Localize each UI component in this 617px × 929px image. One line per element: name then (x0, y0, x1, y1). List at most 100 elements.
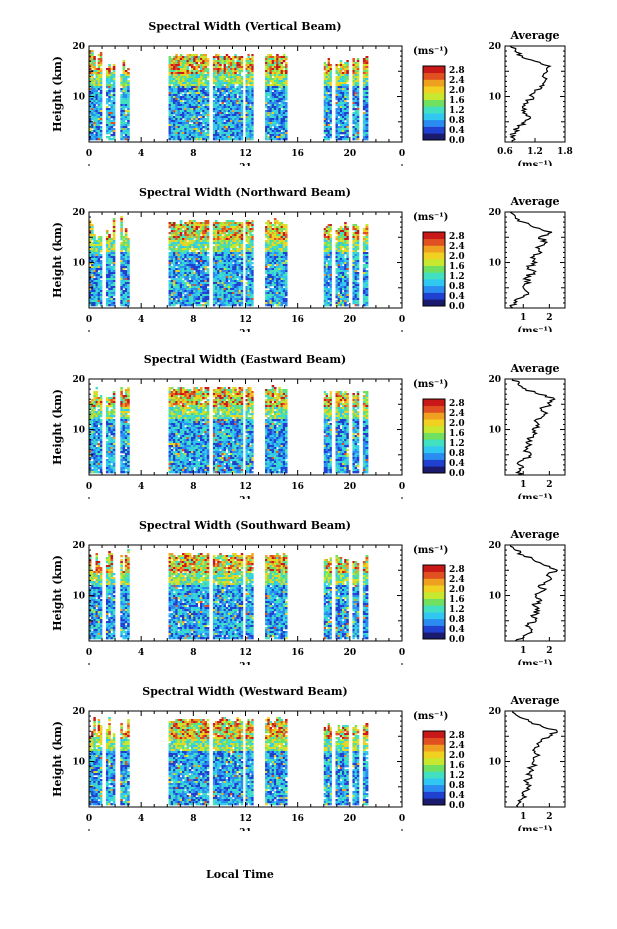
heatmap-cell (354, 68, 358, 71)
heatmap-cell (127, 82, 130, 85)
heatmap-cell (335, 90, 338, 93)
heatmap-cell (182, 90, 185, 93)
heatmap-cell (323, 116, 327, 119)
heatmap-cell (184, 128, 187, 131)
heatmap-cell (221, 110, 224, 113)
heatmap-cell (120, 226, 123, 229)
heatmap-cell (227, 266, 231, 269)
heatmap-cell (197, 102, 201, 105)
heatmap-cell (97, 112, 101, 115)
heatmap-cell (339, 90, 343, 93)
heatmap-cell (173, 128, 176, 131)
heatmap-cell (93, 80, 96, 83)
heatmap-cell (236, 60, 239, 63)
heatmap-cell (249, 122, 252, 125)
heatmap-cell (200, 138, 203, 141)
heatmap-cell (186, 288, 190, 291)
heatmap-cell (195, 98, 199, 101)
heatmap-cell (193, 268, 196, 271)
heatmap-cell (273, 76, 277, 79)
heatmap-cell (362, 100, 366, 103)
heatmap-cell (285, 62, 288, 65)
heatmap-cell (108, 124, 111, 127)
heatmap-cell (247, 86, 250, 89)
heatmap-cell (91, 92, 94, 95)
heatmap-cell (99, 288, 103, 291)
heatmap-cell (285, 94, 288, 97)
heatmap-cell (247, 88, 250, 91)
heatmap-cell (245, 260, 248, 263)
heatmap-cell (168, 116, 172, 119)
heatmap-cell (223, 92, 227, 95)
heatmap-cell (124, 128, 128, 131)
heatmap-cell (215, 100, 218, 103)
heatmap-cell (215, 106, 218, 109)
heatmap-cell (240, 222, 244, 225)
heatmap-cell (245, 114, 248, 117)
heatmap-cell (215, 82, 218, 85)
heatmap-cell (93, 110, 96, 113)
heatmap-cell (177, 254, 181, 257)
heatmap-cell (191, 78, 194, 81)
heatmap-cell (236, 238, 239, 241)
heatmap-cell (221, 232, 224, 235)
heatmap-cell (342, 82, 345, 85)
heatmap-cell (122, 256, 126, 259)
heatmap-cell (110, 76, 114, 79)
heatmap-cell (99, 120, 103, 123)
heatmap-cell (273, 70, 277, 73)
heatmap-cell (352, 94, 355, 97)
heatmap-cell (339, 80, 343, 83)
heatmap-cell (110, 256, 114, 259)
heatmap-cell (238, 90, 242, 93)
heatmap-cell (212, 282, 216, 285)
heatmap-cell (344, 136, 347, 139)
heatmap-cell (221, 60, 224, 63)
heatmap-cell (197, 222, 201, 225)
heatmap-cell (206, 106, 210, 109)
heatmap-cell (191, 62, 194, 65)
heatmap-cell (247, 68, 250, 71)
heatmap-cell (175, 70, 178, 73)
heatmap-cell (329, 66, 332, 69)
profile-title: Average (509, 29, 559, 42)
heatmap-cell (223, 126, 227, 129)
heatmap-cell (230, 256, 233, 259)
heatmap-cell (352, 104, 355, 107)
heatmap-cell (251, 84, 254, 87)
colorbar-tick-label: 2.4 (449, 76, 465, 86)
heatmap-cell (339, 136, 343, 139)
heatmap-cell (212, 240, 216, 243)
heatmap-cell (276, 100, 279, 103)
heatmap-cell (269, 98, 273, 101)
heatmap-cell (234, 294, 237, 297)
heatmap-cell (230, 230, 233, 233)
heatmap-cell (212, 246, 216, 249)
heatmap-cell (200, 94, 203, 97)
heatmap-cell (97, 110, 101, 113)
heatmap-cell (325, 74, 328, 77)
colorbar-segment (423, 86, 445, 94)
heatmap-cell (234, 120, 237, 123)
heatmap-cell (346, 68, 349, 71)
heatmap-cell (195, 138, 199, 141)
heatmap-cell (265, 56, 268, 59)
heatmap-cell (236, 120, 239, 123)
heatmap-cell (195, 60, 199, 63)
heatmap-cell (184, 136, 187, 139)
heatmap-cell (245, 224, 248, 227)
heatmap-cell (223, 118, 227, 121)
heatmap-cell (238, 272, 242, 275)
heatmap-cell (202, 90, 205, 93)
heatmap-cell (354, 82, 358, 85)
heatmap-cell (186, 120, 190, 123)
heatmap-cell (120, 298, 123, 301)
heatmap-cell (95, 258, 98, 261)
heatmap-cell (197, 84, 201, 87)
profile-frame (504, 45, 566, 143)
heatmap-cell (175, 64, 178, 67)
heatmap-cell (247, 70, 250, 73)
heatmap-cell (89, 286, 92, 289)
heatmap-cell (200, 266, 203, 269)
heatmap-cell (108, 108, 111, 111)
